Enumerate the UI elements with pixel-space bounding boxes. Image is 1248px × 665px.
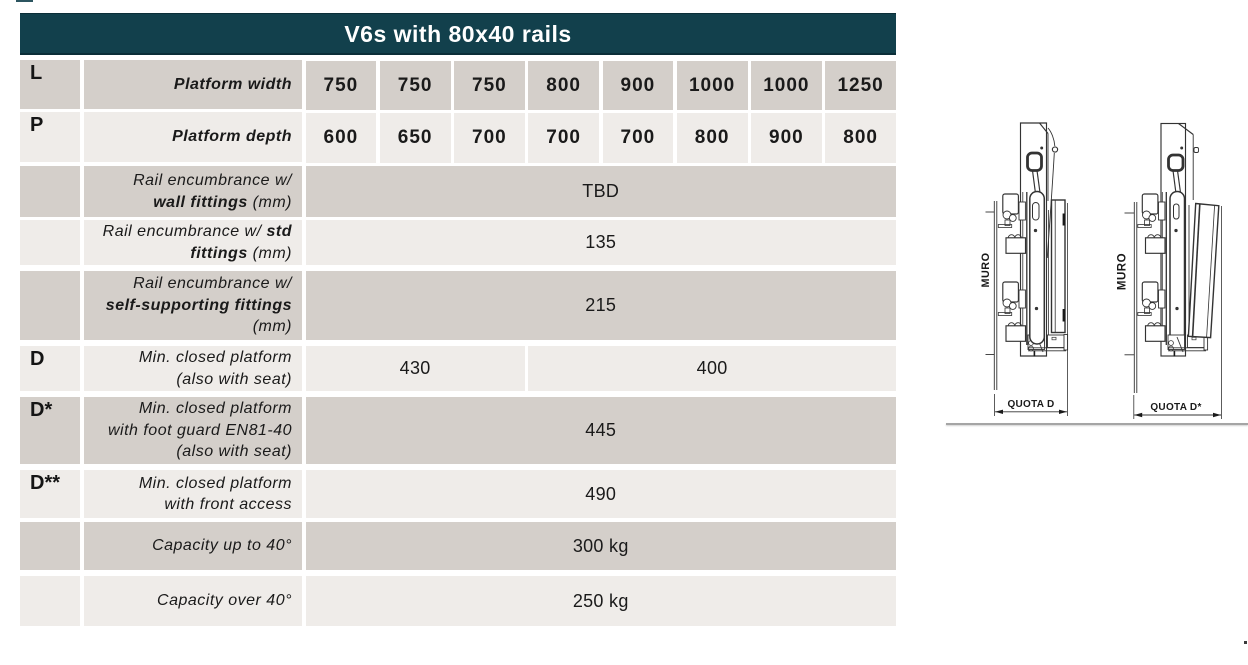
svg-text:QUOTA D*: QUOTA D* <box>1150 402 1201 413</box>
svg-text:QUOTA D: QUOTA D <box>1007 399 1054 410</box>
svg-text:MURO: MURO <box>1117 253 1129 290</box>
svg-text:MURO: MURO <box>980 253 992 288</box>
